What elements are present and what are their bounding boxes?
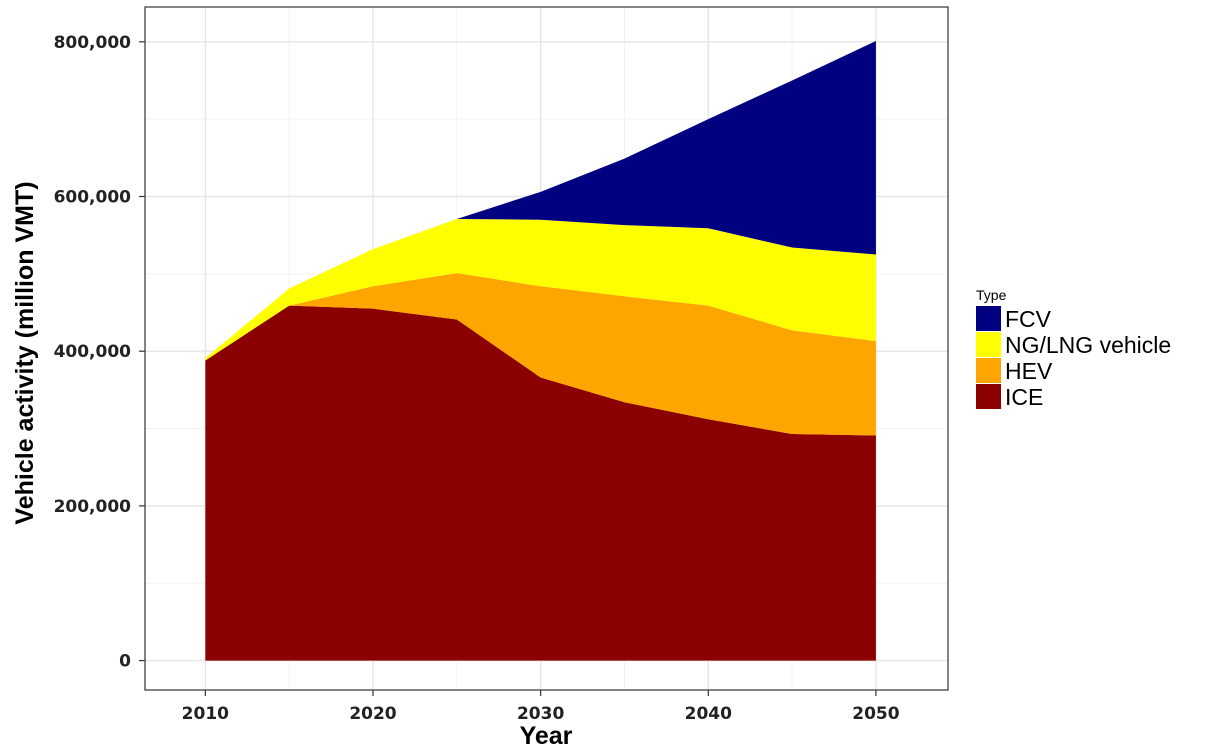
x-tick-label: 2050 [852, 704, 899, 724]
y-tick-label: 600,000 [54, 188, 132, 208]
stacked-areas [205, 41, 876, 661]
plot-panel-border [144, 6, 949, 691]
legend-swatch [976, 306, 1001, 331]
y-axis-title: Vehicle activity (million VMT) [11, 181, 39, 524]
legend-label: HEV [1005, 358, 1053, 384]
y-tick-label: 200,000 [54, 497, 132, 517]
x-tick-label: 2020 [349, 704, 396, 724]
y-tick-label: 800,000 [54, 33, 132, 53]
x-tick-label: 2030 [517, 704, 564, 724]
area-hev [205, 273, 876, 436]
x-axis-title: Year [520, 722, 573, 748]
legend-label: ICE [1005, 384, 1043, 410]
legend-title: Type [976, 287, 1007, 303]
area-ice [205, 305, 876, 661]
legend-swatch [976, 384, 1001, 409]
legend-swatch [976, 358, 1001, 383]
area-ng-lng-vehicle [205, 218, 876, 361]
x-tick-label: 2040 [685, 704, 732, 724]
y-tick-label: 0 [119, 652, 131, 672]
area-fcv [205, 41, 876, 359]
legend-swatch [976, 332, 1001, 357]
x-axis: 2010 2020 2030 2040 2050 [182, 690, 900, 724]
legend-label: NG/LNG vehicle [1005, 332, 1171, 358]
x-tick-label: 2010 [182, 704, 229, 724]
y-tick-label: 400,000 [54, 342, 132, 362]
legend-label: FCV [1005, 306, 1052, 332]
y-axis: 0 200,000 400,000 600,000 800,000 [54, 33, 145, 672]
